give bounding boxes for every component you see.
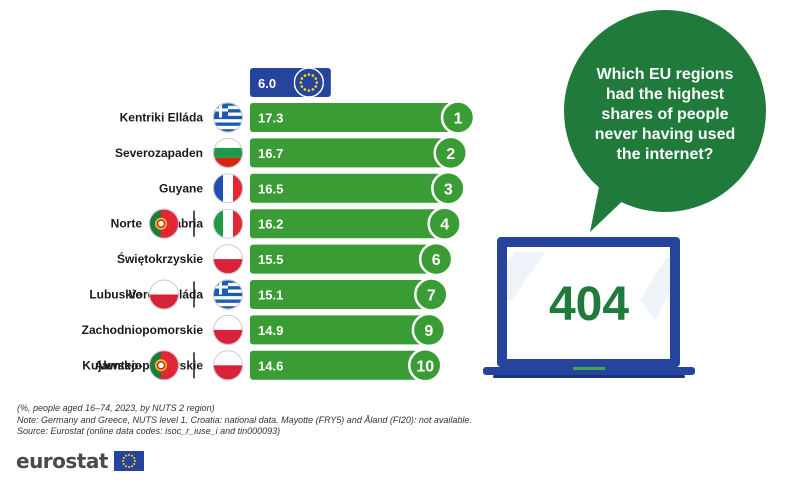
rank-badge — [431, 171, 466, 206]
bar-value-label: 15.5 — [258, 252, 283, 267]
rank-badge-label: 4 — [440, 217, 449, 234]
laptop-illustration: 404 — [483, 237, 695, 378]
bubble-line-1: Which EU regions — [597, 66, 734, 83]
rank-badge-label: 3 — [444, 181, 453, 198]
france-flag-icon — [213, 173, 243, 203]
bubble-line-4: never having used — [595, 126, 736, 143]
poland-flag-icon — [213, 244, 243, 274]
region-label: Guyane — [159, 181, 203, 195]
region-label-secondary: Alentejo — [95, 358, 142, 372]
bar-row: 16.5 3 Guyane — [159, 171, 466, 206]
rank-badge — [418, 241, 454, 277]
bar-row: 15.5 6 Świętokrzyskie — [117, 241, 454, 277]
laptop-trackpad-notch — [573, 367, 605, 370]
bar — [250, 138, 453, 168]
question-speech-bubble: Which EU regions had the highest shares … — [564, 10, 766, 232]
bar — [250, 173, 451, 203]
chart-footnote: Note: Germany and Greece, NUTS level 1. … — [17, 414, 472, 425]
region-label-secondary: Norte — [111, 217, 143, 231]
portugal-flag-icon — [149, 350, 179, 380]
rank-badge — [407, 348, 443, 383]
bulgaria-flag-icon — [213, 138, 243, 168]
bar-row: 17.3 1 Kentriki Elláda — [120, 100, 476, 135]
rank-badge-label: 7 — [427, 288, 436, 305]
bar-value-label: 14.6 — [258, 358, 283, 373]
greece-flag-icon — [213, 103, 243, 133]
bubble-line-5: the internet? — [617, 146, 714, 163]
rank-badge — [414, 277, 449, 312]
speech-bubble-body — [564, 10, 766, 212]
poland-flag-icon — [149, 280, 179, 310]
bar — [250, 315, 431, 345]
screen-glare — [507, 252, 545, 300]
eu-reference-value-label: 6.0 — [258, 76, 276, 91]
rank-badge — [427, 206, 462, 241]
laptop-base — [483, 367, 695, 375]
bar — [250, 103, 461, 132]
rank-badge — [433, 135, 468, 171]
rank-badge-label: 6 — [432, 252, 441, 269]
bar-value-label: 14.9 — [258, 323, 283, 338]
poland-flag-icon — [213, 315, 243, 345]
greece-flag-icon — [213, 280, 243, 310]
region-label: Severozapaden — [115, 146, 203, 160]
bar-value-label: 16.2 — [258, 217, 283, 232]
rank-badge-label: 10 — [416, 358, 434, 375]
laptop-screen-text: 404 — [549, 278, 629, 331]
bar — [250, 280, 434, 309]
laptop-base-shadow — [493, 375, 685, 378]
eu-logo-flag-icon — [114, 451, 144, 471]
bar-value-label: 16.7 — [258, 146, 283, 161]
eu-reference-bar-group: 6.0 — [250, 67, 331, 98]
poland-flag-icon — [213, 350, 243, 380]
bubble-line-3: shares of people — [601, 106, 728, 123]
chart-subtitle-note: (%, people aged 16–74, 2023, by NUTS 2 r… — [17, 403, 215, 413]
rank-badge — [411, 312, 447, 348]
bar — [250, 209, 447, 239]
bar-row: 16.7 2 Severozapaden — [115, 135, 468, 171]
screen-glare-2 — [640, 258, 670, 320]
eurostat-logo-text: eurostat — [16, 449, 108, 473]
region-label: Zachodniopomorskie — [82, 323, 204, 337]
bar — [250, 244, 439, 274]
bar-value-label: 16.5 — [258, 181, 283, 196]
rank-badge-label: 2 — [446, 146, 455, 163]
eu-flag-icon — [293, 67, 324, 98]
bar — [250, 350, 428, 380]
bubble-line-2: had the highest — [606, 86, 725, 103]
italy-flag-icon — [213, 209, 243, 239]
region-label-secondary: Lubuskie — [89, 288, 142, 302]
rank-badge-label: 1 — [454, 111, 463, 128]
region-label: Świętokrzyskie — [117, 251, 203, 266]
portugal-flag-icon — [149, 209, 179, 239]
bar-value-label: 15.1 — [258, 288, 283, 303]
rank-badge — [440, 100, 476, 135]
chart-source: Source: Eurostat (online data codes: iso… — [17, 426, 281, 436]
chart-notes: (%, people aged 16–74, 2023, by NUTS 2 r… — [17, 403, 577, 438]
bar-value-label: 17.3 — [258, 111, 283, 126]
rank-badge-label: 9 — [424, 323, 433, 340]
bar-row: 14.9 9 Zachodniopomorskie — [82, 312, 447, 348]
region-label: Kentriki Elláda — [120, 111, 204, 125]
